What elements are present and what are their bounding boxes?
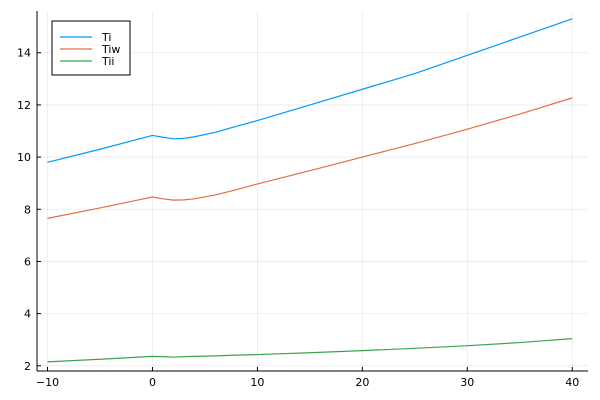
y-axis-ticks: 2 4 6 8 10 12 14 (17, 47, 41, 373)
grid (37, 11, 588, 371)
series-line-tii (47, 338, 573, 363)
x-tick-label: 40 (565, 376, 579, 389)
series-group (47, 18, 573, 363)
x-tick-label: 0 (149, 376, 156, 389)
x-tick-label: 20 (355, 376, 369, 389)
legend-entry-1: Tiw (60, 43, 120, 56)
legend-label-tii: Tii (101, 55, 115, 68)
y-tick-label: 10 (17, 151, 31, 164)
axes (36, 11, 588, 372)
series-line-tiw (47, 97, 573, 219)
legend: Ti Tiw Tii (51, 20, 131, 76)
x-tick-label: 30 (460, 376, 474, 389)
x-tick-label: −10 (36, 376, 59, 389)
y-tick-label: 6 (24, 255, 31, 268)
legend-box (51, 20, 131, 76)
x-tick-label: 10 (250, 376, 264, 389)
legend-label-tiw: Tiw (101, 43, 120, 56)
y-tick-label: 14 (17, 47, 31, 60)
y-tick-label: 8 (24, 203, 31, 216)
y-tick-label: 2 (24, 360, 31, 373)
legend-entry-0: Ti (60, 31, 111, 44)
legend-entry-2: Tii (60, 55, 115, 68)
y-tick-label: 12 (17, 99, 31, 112)
y-tick-label: 4 (24, 308, 31, 321)
legend-label-ti: Ti (101, 31, 111, 44)
series-line-ti (47, 18, 573, 163)
x-axis-ticks: −10 0 10 20 30 40 (36, 367, 579, 389)
